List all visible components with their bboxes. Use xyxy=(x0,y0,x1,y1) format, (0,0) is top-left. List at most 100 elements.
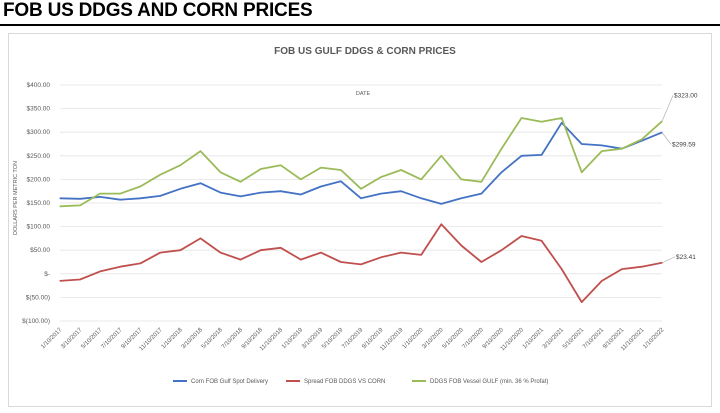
data-point xyxy=(561,117,563,119)
y-axis-title: DOLLARS PER METRIC TON xyxy=(13,161,19,235)
data-point xyxy=(420,178,422,180)
data-point xyxy=(199,237,202,239)
data-point xyxy=(159,251,161,254)
data-point xyxy=(601,144,603,147)
data-point xyxy=(500,249,503,251)
data-point xyxy=(520,155,523,157)
data-point xyxy=(541,154,543,156)
data-point xyxy=(641,138,643,140)
y-tick-label: $350.00 xyxy=(27,106,51,113)
data-point xyxy=(420,197,422,199)
data-point xyxy=(320,185,322,188)
data-point xyxy=(460,244,462,247)
data-point xyxy=(99,192,101,195)
y-tick-label: $100.00 xyxy=(27,224,51,231)
data-point xyxy=(280,190,282,192)
annotation-label: $323.00 xyxy=(674,92,698,99)
data-point xyxy=(360,188,362,190)
data-point xyxy=(159,195,161,197)
data-point xyxy=(139,197,141,199)
data-point xyxy=(460,178,462,180)
legend-entry: DDGS FOB Vessel GULF (min. 36 % Profat) xyxy=(430,379,548,385)
y-tick-label: $250.00 xyxy=(27,153,51,160)
y-tick-label: $50.00 xyxy=(30,247,50,254)
data-point xyxy=(240,259,242,261)
data-point xyxy=(179,188,181,190)
data-point xyxy=(179,249,181,251)
data-point xyxy=(621,268,623,270)
data-point xyxy=(280,164,282,166)
data-point xyxy=(480,261,482,263)
data-point xyxy=(79,198,81,200)
data-point xyxy=(581,143,583,145)
data-point xyxy=(320,251,322,254)
legend-entry: Corn FOB Gulf Spot Delivery xyxy=(191,379,268,385)
data-point xyxy=(219,251,222,254)
data-point xyxy=(601,280,603,282)
y-axis-ticks: $400.00 $350.00 $300.00 $250.00 $200.00 $150.… xyxy=(22,82,50,325)
data-point xyxy=(581,171,583,173)
data-point xyxy=(400,190,402,192)
series-line-2 xyxy=(59,117,663,208)
data-point xyxy=(360,263,362,265)
data-point xyxy=(119,199,121,201)
data-point xyxy=(320,167,322,169)
data-point xyxy=(500,171,503,173)
data-point xyxy=(500,148,503,150)
data-point xyxy=(420,254,422,256)
data-point xyxy=(300,178,302,180)
data-point xyxy=(159,174,161,176)
y-tick-label: $(100.00) xyxy=(22,318,50,325)
data-point xyxy=(59,197,61,199)
data-point xyxy=(79,204,81,206)
data-point xyxy=(621,148,623,150)
annotation-leader xyxy=(661,132,672,145)
data-point xyxy=(340,180,342,182)
legend-entry: Spread FOB DDGS VS CORN xyxy=(304,379,385,385)
data-point xyxy=(400,251,402,254)
data-point xyxy=(440,223,442,225)
y-tick-label: $400.00 xyxy=(27,82,51,89)
data-point xyxy=(340,261,342,263)
data-point xyxy=(561,122,563,124)
data-point xyxy=(340,169,342,171)
data-point xyxy=(280,247,282,249)
data-point xyxy=(199,182,202,184)
data-point xyxy=(79,278,81,281)
chart-frame xyxy=(8,33,712,407)
data-point xyxy=(219,171,222,173)
data-point xyxy=(520,235,523,237)
data-point xyxy=(460,197,462,199)
annotation-label: $299.59 xyxy=(672,141,696,148)
data-point xyxy=(119,266,121,268)
x-axis-title: DATE xyxy=(356,91,371,97)
data-point xyxy=(380,176,382,178)
data-point xyxy=(641,266,643,268)
data-point xyxy=(300,193,302,196)
data-point xyxy=(380,192,382,195)
x-tick-label: 1/10/2022 xyxy=(642,327,666,351)
gridlines xyxy=(60,84,662,322)
data-point xyxy=(59,205,61,207)
data-point xyxy=(139,262,141,265)
page-title: FOB US DDGS AND CORN PRICES xyxy=(3,0,313,21)
data-point xyxy=(240,195,242,197)
data-point xyxy=(139,185,141,188)
data-point xyxy=(601,150,603,152)
data-point xyxy=(119,192,121,195)
data-point xyxy=(541,240,543,242)
y-tick-label: $- xyxy=(44,271,50,278)
y-tick-label: $150.00 xyxy=(27,200,51,207)
data-point xyxy=(179,164,181,166)
data-point xyxy=(380,256,382,258)
data-point xyxy=(59,280,61,282)
data-point xyxy=(240,181,242,183)
data-point xyxy=(99,196,101,198)
data-point xyxy=(480,181,482,183)
annotation-leader xyxy=(661,256,676,264)
data-point xyxy=(480,192,482,195)
data-point xyxy=(300,259,302,261)
data-point xyxy=(360,197,362,199)
data-point xyxy=(99,270,101,273)
